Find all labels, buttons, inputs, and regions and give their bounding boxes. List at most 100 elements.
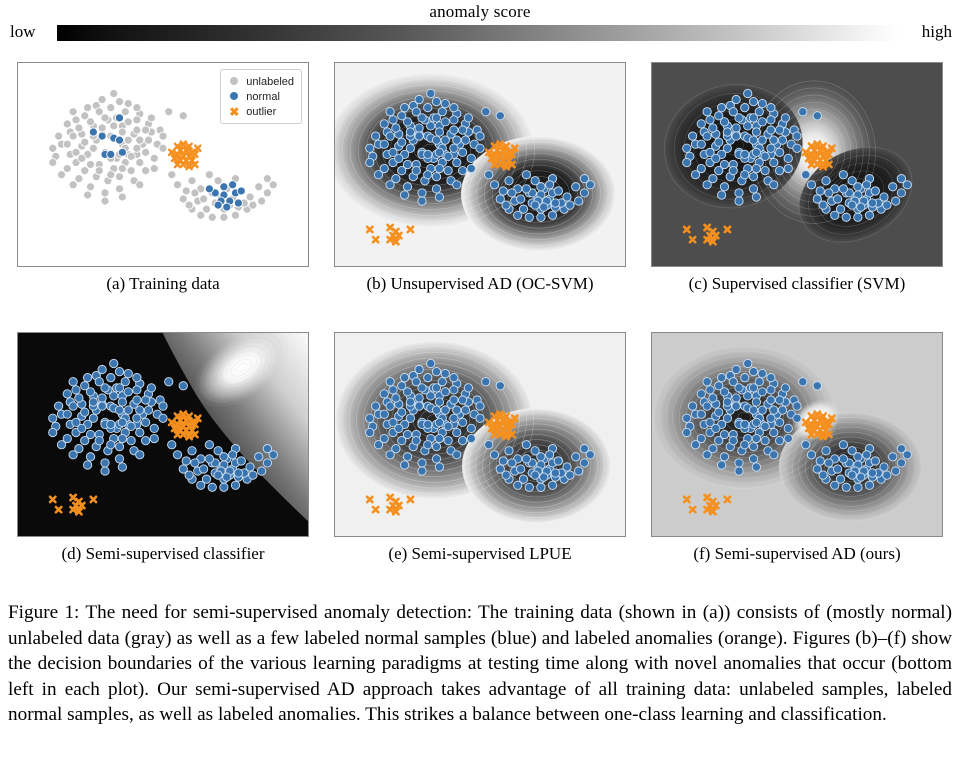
data-point — [748, 172, 759, 182]
panel-c: (c) Supervised classifier (SVM) — [651, 62, 943, 293]
data-point — [123, 99, 133, 109]
data-point — [94, 107, 104, 117]
data-point — [723, 495, 732, 504]
data-point — [824, 150, 833, 159]
data-point — [783, 153, 793, 163]
data-point — [406, 225, 415, 234]
data-point — [806, 180, 817, 190]
data-point — [385, 131, 395, 141]
data-point — [717, 190, 727, 200]
data-point — [452, 180, 462, 190]
data-point — [518, 474, 529, 484]
data-point — [88, 127, 98, 137]
data-point — [68, 180, 78, 190]
data-point — [824, 188, 834, 198]
data-point — [397, 137, 407, 147]
outlier-points — [167, 410, 202, 441]
data-point — [751, 147, 761, 157]
data-point — [521, 440, 531, 450]
contour-line — [335, 78, 527, 222]
data-point — [460, 135, 471, 145]
data-point — [902, 450, 912, 460]
data-point — [56, 440, 67, 450]
data-point — [812, 111, 822, 121]
data-point — [682, 495, 691, 504]
data-point — [838, 440, 848, 450]
data-point — [766, 385, 776, 395]
data-point — [400, 373, 410, 383]
data-point — [437, 107, 447, 117]
data-point — [193, 414, 202, 423]
data-point — [402, 159, 413, 170]
data-point — [254, 182, 264, 192]
data-point — [94, 377, 104, 387]
data-point — [807, 160, 816, 169]
data-point — [132, 395, 142, 405]
data-point — [62, 139, 72, 149]
data-point — [80, 137, 90, 147]
data-point — [219, 182, 229, 192]
data-point — [132, 413, 142, 423]
data-point — [751, 462, 761, 472]
data-point — [97, 131, 107, 141]
data-point — [190, 458, 200, 468]
data-point — [495, 194, 505, 204]
normal-points — [682, 88, 912, 222]
data-point — [870, 456, 880, 466]
data-point — [149, 164, 159, 174]
data-point — [193, 144, 202, 153]
data-point — [452, 427, 462, 438]
data-point — [178, 464, 188, 474]
legend: unlabeled normal ✖ outlier — [220, 69, 302, 124]
data-point — [835, 204, 846, 214]
data-point — [230, 210, 241, 220]
data-point — [452, 135, 462, 145]
data-point — [48, 158, 58, 168]
data-point — [499, 146, 508, 155]
data-point — [149, 433, 159, 444]
data-point — [705, 417, 715, 427]
data-point — [775, 147, 785, 157]
data-point — [440, 98, 450, 109]
data-point — [766, 373, 776, 383]
data-point — [182, 416, 191, 425]
data-point — [536, 212, 546, 222]
data-point — [77, 153, 87, 163]
data-point — [682, 427, 692, 438]
data-point — [219, 212, 229, 222]
data-point — [385, 401, 395, 411]
data-point — [379, 389, 389, 399]
data-point — [182, 146, 191, 155]
data-point — [574, 466, 584, 476]
data-point — [141, 395, 151, 405]
data-point — [405, 127, 415, 137]
data-point — [167, 170, 177, 180]
data-point — [170, 154, 179, 163]
data-point — [149, 153, 159, 163]
data-point — [740, 440, 750, 450]
data-point — [891, 466, 901, 476]
data-point — [708, 393, 718, 403]
data-point — [106, 419, 116, 430]
data-point — [385, 450, 395, 460]
data-point — [501, 200, 511, 210]
data-point — [132, 373, 142, 383]
data-point — [536, 482, 546, 492]
colorbar-title: anomaly score — [429, 2, 531, 21]
data-point — [830, 480, 840, 490]
data-point — [452, 405, 462, 415]
contour-line — [205, 337, 278, 398]
data-point — [414, 123, 424, 133]
orange-x-icon: ✖ — [229, 104, 240, 119]
data-point — [507, 188, 517, 198]
data-point — [748, 367, 759, 377]
data-point — [731, 401, 741, 411]
data-point — [711, 423, 721, 433]
data-point — [114, 113, 125, 123]
panel-b: (b) Unsupervised AD (OC-SVM) — [334, 62, 626, 293]
data-point — [199, 194, 209, 204]
data-point — [495, 381, 505, 391]
panel-d-caption: (d) Semi-supervised classifier — [61, 544, 265, 563]
data-point — [391, 174, 401, 184]
data-point — [365, 225, 374, 234]
